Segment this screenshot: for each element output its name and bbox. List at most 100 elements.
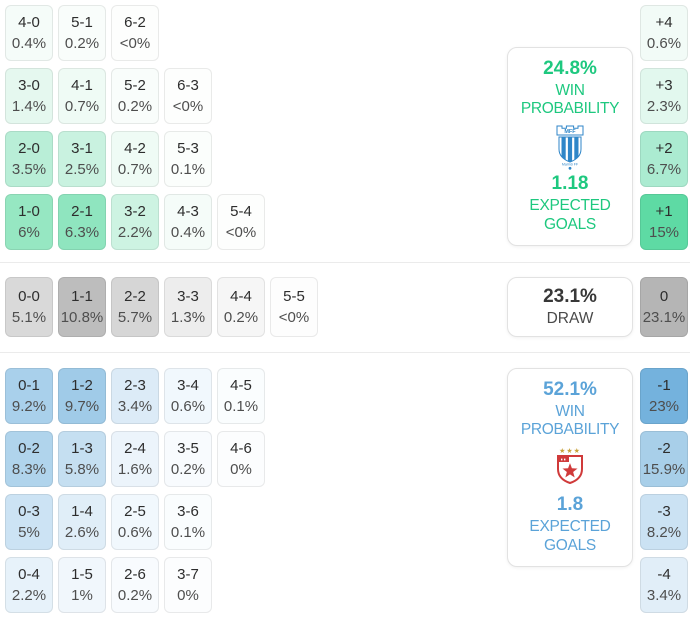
cell-percentage: 0.7% [64,97,100,115]
cell-percentage: 2.3% [646,97,682,115]
away-score-grid: 0-1 9.2% 1-2 9.7% 2-3 3.4% 3-4 0.6% 4-5 0.1% 0-2 8.… [5,368,265,617]
cell-label: 1-5 [71,565,93,583]
margin-cell-+2: +2 6.7% [640,131,688,187]
cell-label: 2-5 [124,502,146,520]
score-cell-1-3: 1-3 5.8% [58,431,106,487]
away-win-probability-label: WIN PROBABILITY [520,402,620,439]
cell-label: 3-6 [177,502,199,520]
cell-label: +1 [655,202,673,220]
score-row: 0-3 5% 1-4 2.6% 2-5 0.6% 3-6 0.1% [5,494,265,550]
cell-label: 3-2 [124,202,146,220]
cell-percentage: 3.5% [11,160,47,178]
cell-label: 2-4 [124,439,146,457]
svg-text:★★★: ★★★ [559,447,581,455]
cell-percentage: 0.7% [117,160,153,178]
mff-banner-text: MFF [564,129,576,135]
cell-label: 2-3 [124,376,146,394]
cell-percentage: <0% [225,223,257,241]
score-cell-5-2: 5-2 0.2% [111,68,159,124]
mff-name-text: Malmö FF [562,162,579,166]
score-cell-3-2: 3-2 2.2% [111,194,159,250]
score-cell-2-5: 2-5 0.6% [111,494,159,550]
cell-label: 2-2 [124,287,146,305]
score-cell-3-5: 3-5 0.2% [164,431,212,487]
score-cell-3-6: 3-6 0.1% [164,494,212,550]
section-divider-bottom [0,352,690,353]
margin-cell-+3: +3 2.3% [640,68,688,124]
cell-percentage: 2.5% [64,160,100,178]
cell-label: 3-0 [18,76,40,94]
cell-label: 5-2 [124,76,146,94]
cell-label: 0-0 [18,287,40,305]
cell-percentage: 6.3% [64,223,100,241]
cell-percentage: 0% [230,460,252,478]
cell-percentage: 6.7% [646,160,682,178]
cell-label: 0-2 [18,439,40,457]
home-win-probability-value: 24.8% [543,58,597,79]
score-cell-2-4: 2-4 1.6% [111,431,159,487]
cell-label: 5-5 [283,287,305,305]
score-cell-3-3: 3-3 1.3% [164,277,212,337]
margin-cell-0: 0 23.1% [640,277,688,337]
cell-label: 4-5 [230,376,252,394]
cell-percentage: 0.1% [170,160,206,178]
margin-cell-+4: +4 0.6% [640,5,688,61]
cell-percentage: 1.4% [11,97,47,115]
cell-percentage: 8.3% [11,460,47,478]
home-margin-column: +4 0.6% +3 2.3% +2 6.7% +1 15% [640,5,688,250]
cell-percentage: 10.8% [60,308,104,326]
score-cell-4-6: 4-6 0% [217,431,265,487]
cell-percentage: 5% [18,523,40,541]
score-cell-4-0: 4-0 0.4% [5,5,53,61]
score-cell-1-4: 1-4 2.6% [58,494,106,550]
score-cell-0-2: 0-2 8.3% [5,431,53,487]
cell-label: 4-2 [124,139,146,157]
cell-label: 3-4 [177,376,199,394]
cell-label: -4 [657,565,671,583]
cell-percentage: 6% [18,223,40,241]
cell-percentage: 2.2% [11,586,47,604]
score-cell-2-6: 2-6 0.2% [111,557,159,613]
cell-label: 4-0 [18,13,40,31]
cell-percentage: 15.9% [642,460,686,478]
cell-percentage: 0% [177,586,199,604]
cell-percentage: 1% [71,586,93,604]
score-cell-4-5: 4-5 0.1% [217,368,265,424]
cell-label: 0-1 [18,376,40,394]
cell-percentage: 5.7% [117,308,153,326]
cell-label: 5-3 [177,139,199,157]
cell-percentage: 0.1% [170,523,206,541]
score-row: 0-1 9.2% 1-2 9.7% 2-3 3.4% 3-4 0.6% 4-5 0.1% [5,368,265,424]
margin-cell--3: -3 8.2% [640,494,688,550]
cell-percentage: <0% [119,34,151,52]
cell-percentage: 2.6% [64,523,100,541]
home-expected-goals-value: 1.18 [551,173,589,195]
cell-label: 0 [659,287,669,305]
home-expected-goals-label: EXPECTED GOALS [529,197,611,233]
cell-label: +2 [655,139,673,157]
cell-percentage: 0.4% [170,223,206,241]
draw-score-grid: 0-0 5.1% 1-1 10.8% 2-2 5.7% 3-3 1.3% 4-4 0.2% 5-5 <… [5,277,318,344]
cell-percentage: 0.1% [223,397,259,415]
score-cell-2-1: 2-1 6.3% [58,194,106,250]
score-cell-2-3: 2-3 3.4% [111,368,159,424]
score-cell-2-0: 2-0 3.5% [5,131,53,187]
score-cell-1-2: 1-2 9.7% [58,368,106,424]
cell-label: 3-5 [177,439,199,457]
cell-label: 1-3 [71,439,93,457]
margin-cell-+1: +1 15% [640,194,688,250]
score-cell-3-0: 3-0 1.4% [5,68,53,124]
cell-label: -1 [657,376,671,394]
cell-label: 1-0 [18,202,40,220]
cell-percentage: 0.6% [117,523,153,541]
cell-label: 0-4 [18,565,40,583]
cell-percentage: 9.7% [64,397,100,415]
cell-percentage: 23% [648,397,680,415]
section-divider-top [0,262,690,263]
cell-label: 1-4 [71,502,93,520]
score-cell-2-2: 2-2 5.7% [111,277,159,337]
cell-percentage: 1.3% [170,308,206,326]
cell-label: 5-1 [71,13,93,31]
margin-cell--4: -4 3.4% [640,557,688,613]
score-cell-0-4: 0-4 2.2% [5,557,53,613]
